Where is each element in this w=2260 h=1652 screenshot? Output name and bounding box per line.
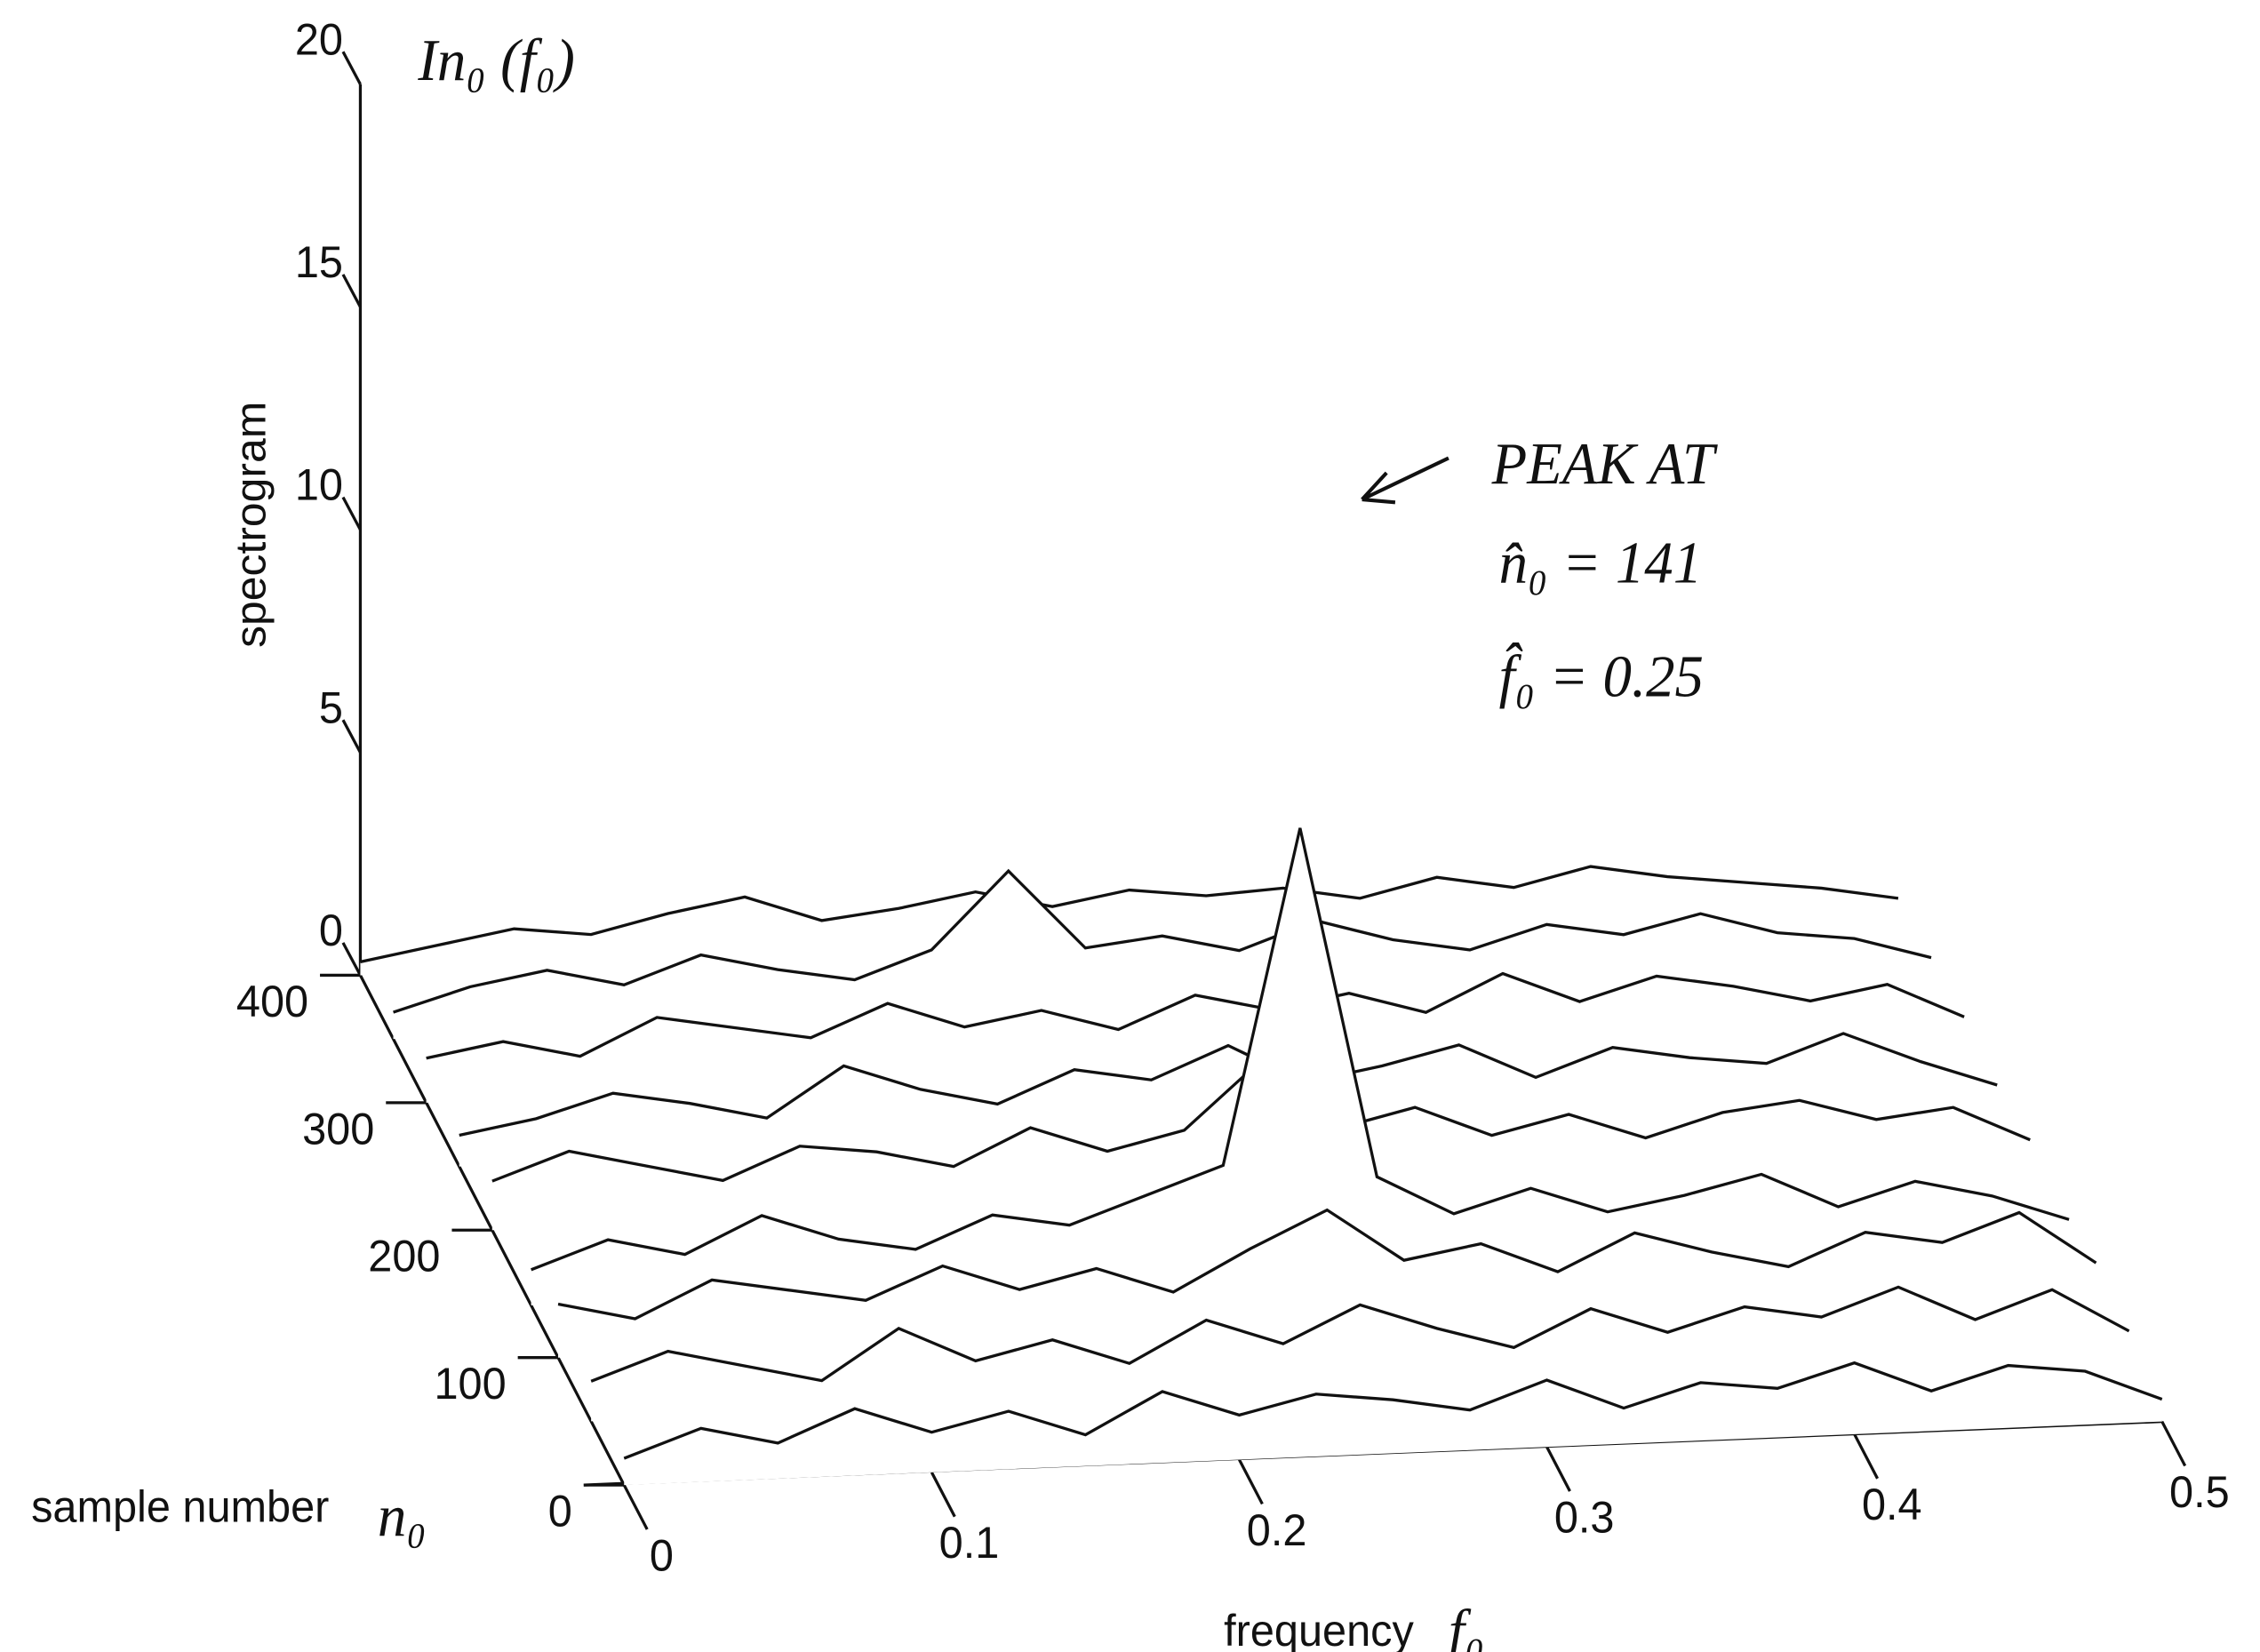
surface-row bbox=[426, 971, 1965, 1060]
y-tick-label: 0 bbox=[548, 1487, 572, 1536]
y-tick-label: 200 bbox=[368, 1232, 440, 1281]
x-tick-label: 0 bbox=[650, 1531, 674, 1581]
z-tick-label: 0 bbox=[319, 906, 343, 956]
n-annotation: n₀ bbox=[378, 1483, 427, 1549]
z-tick-label: 10 bbox=[295, 460, 343, 510]
surface-row bbox=[531, 827, 2070, 1272]
peak-arrow bbox=[1361, 456, 1449, 505]
f-annotation: f₀ bbox=[1449, 1599, 1485, 1652]
y-tick-label: 100 bbox=[434, 1360, 506, 1409]
z-tick bbox=[341, 496, 362, 531]
x-tick bbox=[1238, 1458, 1264, 1505]
z-axis-label: spectrogram bbox=[227, 402, 275, 648]
x-tick bbox=[930, 1472, 956, 1518]
surface-fill bbox=[624, 1362, 2162, 1486]
z-tick bbox=[341, 51, 362, 85]
surface-row bbox=[623, 1361, 2163, 1460]
peak-annotation: PEAK AT bbox=[1491, 431, 1719, 497]
z-tick-label: 20 bbox=[295, 15, 343, 65]
z-annotation: In₀ (f₀) bbox=[417, 28, 575, 93]
y-tick-label: 300 bbox=[302, 1105, 374, 1154]
surface-row bbox=[393, 868, 1932, 1014]
z-tick bbox=[341, 274, 362, 308]
x-tick bbox=[1545, 1446, 1571, 1492]
surface-row bbox=[590, 1285, 2130, 1383]
x-tick bbox=[2160, 1420, 2187, 1467]
surface-fill bbox=[591, 1287, 2129, 1422]
z-tick-label: 5 bbox=[319, 683, 343, 733]
x-tick bbox=[1853, 1433, 1880, 1480]
surface-row bbox=[459, 1032, 1998, 1137]
peak-f-annotation: f̂₀ = 0.25 bbox=[1499, 642, 1704, 710]
surface-fill bbox=[426, 973, 1965, 1103]
y-tick-label: 400 bbox=[236, 977, 308, 1026]
peak-n-annotation: n̂₀ = 141 bbox=[1499, 531, 1702, 596]
x-axis-label: frequency bbox=[1224, 1607, 1414, 1652]
surface-row bbox=[360, 865, 1899, 964]
surface-fill bbox=[531, 827, 2070, 1305]
x-tick-label: 0.4 bbox=[1862, 1480, 1922, 1530]
x-tick-label: 0.1 bbox=[939, 1519, 1000, 1568]
x-tick bbox=[622, 1484, 649, 1530]
x-tick-label: 0.2 bbox=[1247, 1505, 1307, 1555]
surface-row bbox=[557, 1208, 2097, 1321]
surface-fill bbox=[393, 871, 1932, 1040]
z-tick-label: 15 bbox=[295, 238, 343, 288]
y-axis-label: sample number bbox=[31, 1482, 329, 1532]
x-tick-label: 0.3 bbox=[1554, 1493, 1615, 1543]
surface-fill bbox=[360, 866, 1898, 976]
surface-fill bbox=[558, 1209, 2096, 1358]
x-tick-label: 0.5 bbox=[2169, 1467, 2230, 1517]
z-tick bbox=[341, 942, 362, 977]
z-tick bbox=[341, 719, 362, 754]
